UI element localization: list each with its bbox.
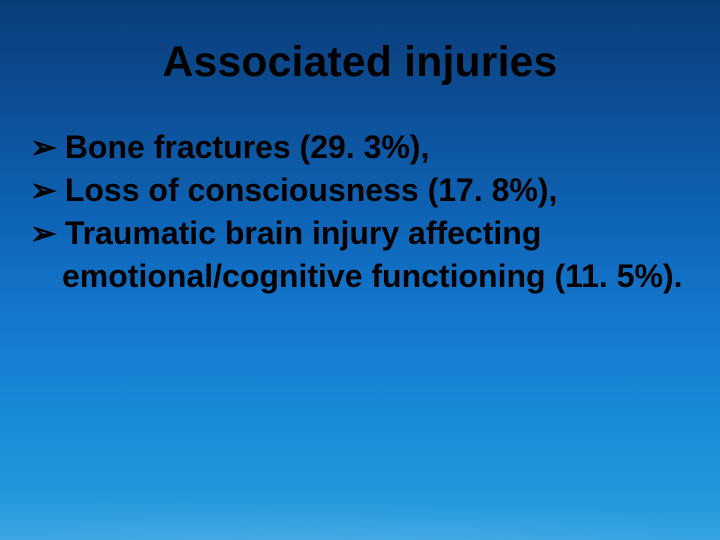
bullet-marker-icon: ➢ (30, 213, 57, 254)
bullet-marker-icon: ➢ (30, 127, 57, 168)
bullet-marker-icon: ➢ (30, 170, 57, 211)
bullet-item: ➢Bone fractures (29. 3%), (30, 127, 690, 168)
bullet-text: Loss of consciousness (17. 8%), (65, 170, 690, 211)
bullet-text: Traumatic brain injury affecting (65, 213, 690, 254)
bullet-text: Bone fractures (29. 3%), (65, 127, 690, 168)
slide-title: Associated injuries (30, 38, 690, 87)
bullet-list: ➢Bone fractures (29. 3%),➢Loss of consci… (30, 127, 690, 297)
bullet-item: ➢Traumatic brain injury affecting (30, 213, 690, 254)
bullet-item: ➢Loss of consciousness (17. 8%), (30, 170, 690, 211)
slide: Associated injuries ➢Bone fractures (29.… (0, 0, 720, 540)
bullet-continuation: emotional/cognitive functioning (11. 5%)… (62, 256, 690, 297)
